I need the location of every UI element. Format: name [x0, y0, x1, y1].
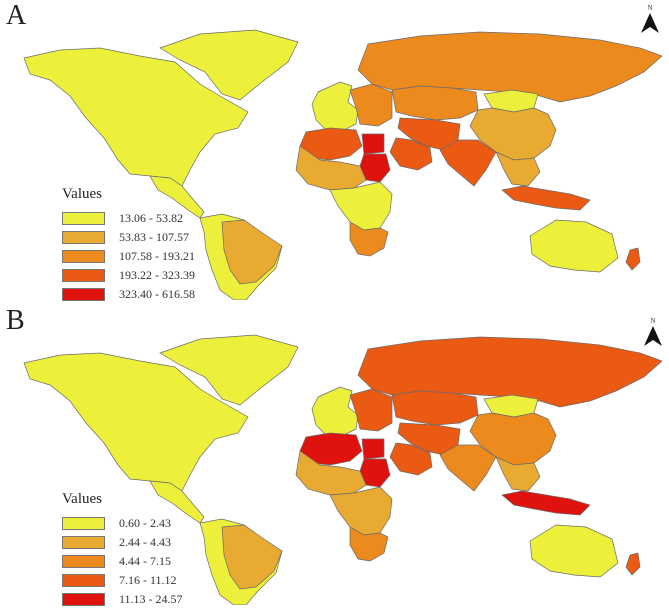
legend-label: 53.83 - 107.57: [119, 230, 189, 244]
legend-item: 7.16 - 11.12: [62, 571, 183, 590]
region-southern-africa: [349, 221, 389, 257]
region-southeast-asia: [495, 456, 541, 492]
region-south-asia: [439, 139, 497, 187]
legend-item: 193.22 - 323.39: [62, 266, 195, 285]
region-west-africa: [295, 450, 367, 496]
north-label: N: [650, 317, 656, 325]
region-north-america: [23, 352, 249, 492]
region-brazil: [221, 219, 283, 285]
region-central-asia: [391, 85, 479, 121]
legend-swatch: [62, 536, 105, 549]
legend-swatch: [62, 269, 105, 282]
map-panel-a: A N Values 13.06 - 53.82 53.83 - 107.57 …: [0, 0, 669, 301]
region-europe-west: [311, 386, 359, 438]
legend: Values 0.60 - 2.43 2.44 - 4.43 4.44 - 7.…: [62, 491, 183, 609]
panel-letter: B: [6, 305, 25, 336]
region-new-zealand: [625, 552, 641, 576]
legend-item: 53.83 - 107.57: [62, 228, 195, 247]
region-indonesia: [501, 185, 591, 211]
legend-label: 7.16 - 11.12: [119, 573, 177, 587]
legend-item: 323.40 - 616.58: [62, 285, 195, 304]
legend-swatch: [62, 574, 105, 587]
legend-label: 11.13 - 24.57: [119, 592, 183, 606]
region-indonesia: [501, 490, 591, 516]
legend-label: 13.06 - 53.82: [119, 211, 183, 225]
legend-swatch: [62, 231, 105, 244]
region-saudi: [389, 442, 433, 476]
region-central-america: [149, 175, 205, 219]
region-central-america: [149, 480, 205, 524]
world-map: [23, 334, 663, 605]
region-australia: [529, 219, 619, 273]
legend-item: 13.06 - 53.82: [62, 209, 195, 228]
region-saudi: [389, 137, 433, 171]
legend: Values 13.06 - 53.82 53.83 - 107.57 107.…: [62, 186, 195, 304]
region-new-zealand: [625, 247, 641, 271]
region-europe-west: [311, 81, 359, 133]
legend-item: 0.60 - 2.43: [62, 514, 183, 533]
region-west-africa: [295, 145, 367, 191]
legend-swatch: [62, 288, 105, 301]
legend-label: 2.44 - 4.43: [119, 535, 171, 549]
legend-item: 2.44 - 4.43: [62, 533, 183, 552]
region-north-america: [23, 47, 249, 187]
panel-letter: A: [6, 0, 27, 31]
north-label: N: [647, 4, 653, 12]
north-arrow-icon: N: [639, 4, 661, 39]
region-brazil: [221, 524, 283, 590]
legend-swatch: [62, 555, 105, 568]
legend-label: 4.44 - 7.15: [119, 554, 171, 568]
map-panel-b: B N Values 0.60 - 2.43 2.44 - 4.43 4.44 …: [0, 305, 669, 606]
region-central-asia: [391, 390, 479, 426]
legend-label: 107.58 - 193.21: [119, 249, 195, 263]
region-southern-africa: [349, 526, 389, 562]
region-southeast-asia: [495, 151, 541, 187]
region-egypt: [361, 133, 385, 155]
region-china: [469, 412, 557, 466]
region-egypt: [361, 438, 385, 460]
legend-title: Values: [62, 186, 102, 202]
region-greenland: [159, 29, 299, 101]
legend-swatch: [62, 593, 105, 606]
legend-title: Values: [62, 491, 102, 507]
legend-swatch: [62, 250, 105, 263]
world-map: [23, 29, 663, 300]
legend-item: 107.58 - 193.21: [62, 247, 195, 266]
region-china: [469, 107, 557, 161]
legend-label: 323.40 - 616.58: [119, 287, 195, 301]
legend-label: 0.60 - 2.43: [119, 516, 171, 530]
legend-label: 193.22 - 323.39: [119, 268, 195, 282]
legend-swatch: [62, 212, 105, 225]
legend-item: 11.13 - 24.57: [62, 590, 183, 609]
region-south-asia: [439, 444, 497, 492]
region-central-africa: [329, 486, 393, 536]
region-australia: [529, 524, 619, 578]
region-central-africa: [329, 181, 393, 231]
region-greenland: [159, 334, 299, 406]
legend-swatch: [62, 517, 105, 530]
legend-item: 4.44 - 7.15: [62, 552, 183, 571]
north-arrow-icon: N: [642, 317, 664, 352]
